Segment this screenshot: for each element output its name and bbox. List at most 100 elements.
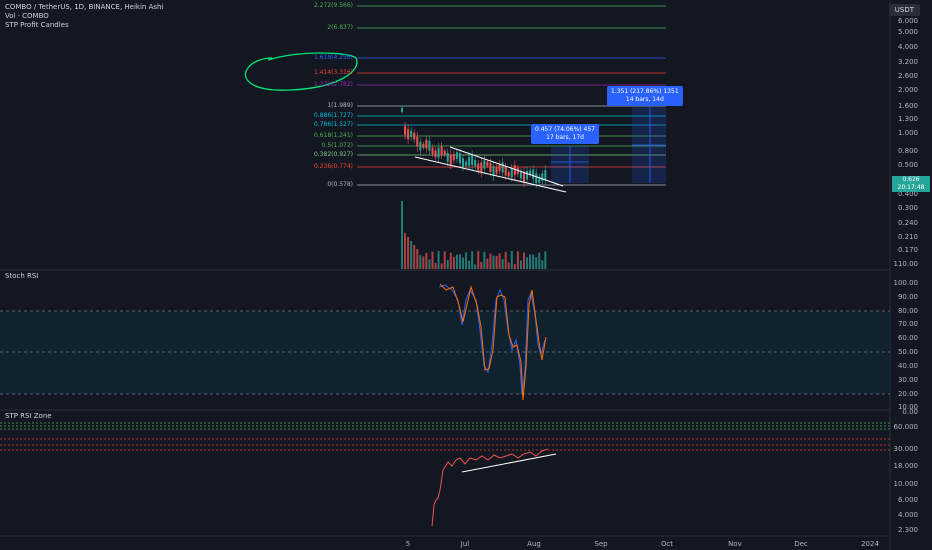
current-price-countdown: 20:17:48	[897, 184, 925, 191]
stoch-axis-label: 10.00	[897, 403, 918, 411]
volume-bar	[523, 252, 525, 269]
chart-title: COMBO / TetherUS, 1D, BINANCE, Heikin As…	[5, 3, 164, 11]
price-axis-label: 2.600	[897, 72, 918, 80]
stoch-axis-label: 40.00	[897, 362, 918, 370]
candle-body	[526, 170, 529, 180]
wedge-lower-trendline[interactable]	[414, 156, 567, 193]
candle-body	[501, 162, 504, 173]
price-axis-label: 3.200	[897, 58, 918, 66]
stoch-axis-label: 50.00	[897, 348, 918, 356]
price-axis-label: 1.000	[897, 129, 918, 137]
time-axis-label: Aug	[527, 540, 541, 548]
measure-box-2[interactable]	[632, 106, 666, 183]
measure-callout-2[interactable]: 1.351 (217.86%) 1351 14 bars, 14d	[607, 86, 683, 106]
price-axis-label: 0.240	[897, 219, 918, 227]
time-axis-label: Sep	[594, 540, 608, 548]
candle-body	[452, 154, 455, 161]
stp-axis-label: 10.000	[893, 480, 919, 488]
candle-body	[446, 152, 449, 162]
candle-body	[434, 150, 437, 158]
candlesticks[interactable]	[401, 106, 547, 188]
candle-body	[416, 136, 419, 147]
fib-label-0: 2.272(9.566)	[313, 2, 353, 9]
stoch-axis-label: 60.00	[897, 334, 918, 342]
stoch-k-line	[438, 284, 546, 396]
volume-bar	[446, 259, 449, 269]
candle-body	[519, 171, 522, 179]
fib-label-4: 1.272(2.782)	[313, 81, 353, 88]
highlight-circle[interactable]	[244, 52, 358, 91]
volume-bar	[410, 241, 413, 269]
fib-label-6: 0.886(1.727)	[313, 112, 353, 119]
stp-rsi-zone-label: STP RSI Zone	[5, 412, 52, 420]
candle-body	[428, 140, 431, 151]
volume-bar	[477, 251, 480, 269]
volume-bar	[452, 256, 455, 269]
stp-axis-label: 4.000	[897, 511, 918, 519]
volume-bar	[486, 258, 489, 269]
current-price-tag: 0.626 20:17:48	[892, 176, 930, 192]
volume-legend: Vol · COMBO	[5, 12, 49, 20]
volume-bar	[501, 258, 504, 269]
candle-body	[474, 159, 477, 167]
stoch-band	[0, 311, 890, 394]
candle-body	[437, 147, 440, 158]
volume-bar	[532, 254, 535, 269]
candle-body	[419, 141, 422, 151]
volume-bar	[541, 260, 544, 269]
fib-label-2: 1.618(4.256)	[313, 54, 353, 61]
wedge-upper-trendline[interactable]	[449, 146, 564, 187]
candle-body	[443, 150, 446, 155]
candle-body	[413, 132, 416, 140]
volume-bars	[401, 201, 547, 269]
price-axis-label: 0.400	[897, 190, 918, 198]
candle-body	[477, 163, 480, 171]
price-axis-label: 1.600	[897, 102, 918, 110]
candle-body	[440, 146, 443, 155]
stp-divergence-trendline[interactable]	[461, 453, 557, 473]
volume-bar	[526, 257, 529, 269]
price-axis-label: 110.00	[893, 260, 919, 268]
volume-bar	[465, 252, 468, 269]
volume-bar	[419, 255, 422, 269]
candle-body	[465, 161, 468, 166]
stp-axis-label: 0.00	[902, 408, 918, 416]
candle-body	[510, 168, 513, 178]
fib-label-8: 0.618(1.241)	[313, 132, 353, 139]
stoch-axis-label: 100.00	[893, 279, 919, 287]
candle-body	[492, 166, 495, 176]
fib-label-11: 0.236(0.774)	[313, 163, 353, 170]
callout-2-line2: 14 bars, 14d	[625, 96, 664, 103]
candle-body	[422, 143, 425, 148]
candle-body	[462, 158, 464, 167]
volume-bar	[510, 251, 513, 269]
fib-label-12: 0(0.578)	[327, 181, 353, 188]
fib-label-10: 0.382(0.927)	[313, 151, 353, 158]
candle-body	[507, 172, 510, 177]
candle-body	[489, 162, 492, 172]
candle-body	[455, 152, 458, 160]
currency-button[interactable]: USDT	[888, 4, 920, 16]
fib-label-3: 1.414(3.316)	[313, 69, 353, 76]
measure-callout-1[interactable]: 0.457 (74.06%) 457 17 bars, 17d	[531, 124, 600, 144]
volume-bar	[474, 264, 477, 269]
stoch-axis-label: 90.00	[897, 293, 918, 301]
candle-body	[425, 139, 428, 149]
fib-label-5: 1(1.989)	[327, 102, 353, 109]
stp-axis-label: 30.000	[893, 445, 919, 453]
volume-bar	[449, 252, 452, 269]
candle-body	[523, 172, 525, 183]
candle-body	[471, 155, 474, 165]
time-axis-label: Nov	[728, 540, 742, 548]
candle-body	[486, 161, 489, 167]
stoch-axis-label: 30.00	[897, 376, 918, 384]
callout-2-line1: 1.351 (217.86%) 1351	[611, 88, 679, 95]
candle-body	[513, 165, 516, 175]
volume-bar	[529, 254, 532, 269]
candle-body	[468, 156, 471, 166]
fib-retracement[interactable]	[357, 5, 666, 186]
candle-body	[538, 176, 541, 183]
current-price-value: 0.626	[902, 176, 920, 183]
fib-label-7: 0.786(1.527)	[313, 121, 353, 128]
